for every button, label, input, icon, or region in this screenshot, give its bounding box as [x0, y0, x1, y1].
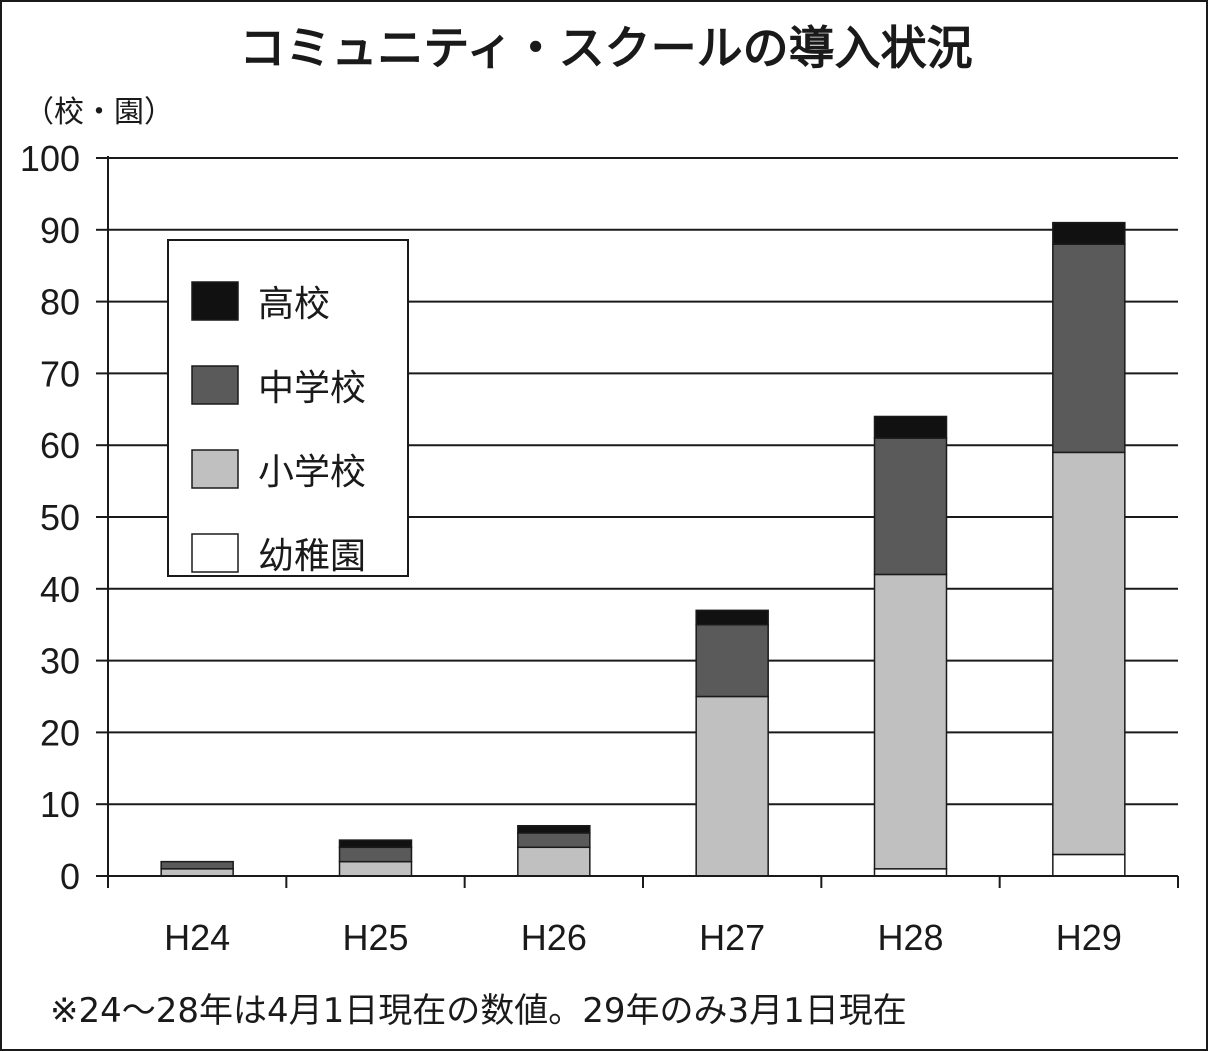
y-tick-label: 60: [40, 425, 80, 466]
legend-label: 幼稚園: [258, 536, 366, 577]
x-tick-labels: H24 H25 H26 H27 H28 H29: [164, 917, 1122, 958]
legend-swatch: [191, 449, 239, 489]
y-tick-label: 40: [40, 569, 80, 610]
bar-segment: [695, 695, 769, 877]
x-tick-label: H25: [342, 917, 408, 958]
y-tick-labels: 0 10 20 30 40 50 60 70 80 90 100: [20, 138, 80, 897]
bar-segment: [873, 437, 948, 576]
y-axis-unit-label: （校・園）: [24, 95, 174, 130]
footnote: ※24～28年は4月1日現在の数値。29年のみ3月1日現在: [50, 991, 907, 1031]
bar-segment: [517, 832, 591, 849]
chart-title: コミュニティ・スクールの導入状況: [239, 21, 972, 75]
y-tick-label: 70: [40, 353, 80, 394]
y-tick-label: 0: [60, 856, 80, 897]
bar-segment: [873, 573, 948, 870]
bar-segment: [1052, 451, 1126, 856]
legend-swatch: [191, 281, 239, 321]
bar-segment: [1052, 221, 1126, 245]
y-tick-label: 10: [40, 784, 80, 825]
axes: [96, 156, 1179, 888]
bar-segment: [1052, 853, 1126, 877]
bar-segment: [517, 824, 591, 834]
legend-swatch: [191, 533, 239, 573]
bar-segment: [695, 609, 769, 626]
y-tick-label: 90: [40, 210, 80, 251]
y-tick-label: 30: [40, 641, 80, 682]
y-tick-label: 50: [40, 497, 80, 538]
bar-segment: [873, 415, 948, 439]
bar-segment: [338, 860, 413, 877]
x-tick-label: H24: [164, 917, 230, 958]
legend-label: 高校: [258, 284, 330, 325]
legend-label: 小学校: [258, 452, 366, 493]
bar-segment: [160, 860, 234, 870]
bar-segment: [338, 846, 413, 863]
bars: [160, 221, 1126, 877]
x-tick-label: H26: [521, 917, 587, 958]
y-tick-label: 100: [20, 138, 80, 179]
bar-segment: [517, 846, 591, 877]
bar-segment: [873, 868, 948, 877]
bar-segment: [160, 868, 234, 877]
legend-swatch: [191, 365, 239, 405]
legend-label: 中学校: [258, 368, 366, 409]
bar-segment: [695, 623, 769, 698]
x-tick-label: H28: [877, 917, 943, 958]
bar-segment: [338, 839, 413, 849]
y-tick-label: 80: [40, 282, 80, 323]
x-tick-label: H29: [1056, 917, 1122, 958]
y-tick-label: 20: [40, 712, 80, 753]
bar-segment: [1052, 243, 1126, 454]
x-tick-label: H27: [699, 917, 765, 958]
